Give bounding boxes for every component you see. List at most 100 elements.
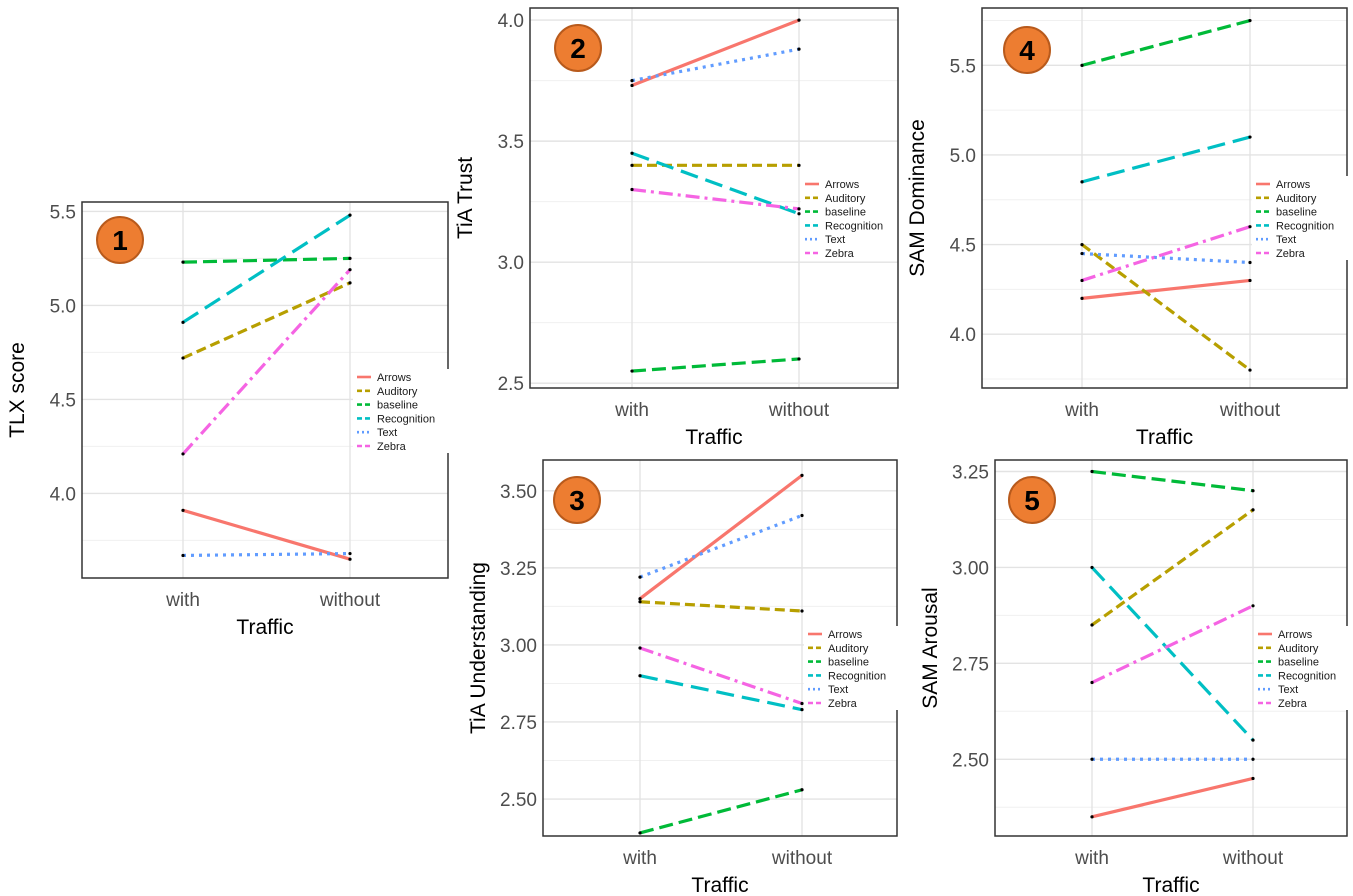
data-point — [1080, 278, 1084, 283]
legend-box — [804, 626, 900, 710]
x-axis-title: Traffic — [1136, 426, 1193, 449]
y-tick-label: 2.50 — [952, 750, 989, 771]
data-point — [630, 187, 634, 192]
y-axis-title: TiA Understanding — [467, 562, 490, 734]
x-tick-label: with — [622, 848, 657, 869]
panel-5: 2.50 2.75 3.00 3.25 with without Arrows Auditor… — [919, 459, 1350, 896]
data-point — [800, 513, 804, 518]
data-point — [638, 646, 642, 650]
data-point — [181, 356, 185, 360]
series-line-baseline — [182, 256, 351, 264]
y-axis-title: TiA Trust — [454, 157, 477, 239]
data-point — [348, 281, 352, 285]
data-point — [1090, 757, 1094, 761]
legend-box — [801, 176, 897, 260]
x-tick-label: without — [1222, 848, 1284, 869]
data-point — [348, 256, 352, 260]
series-line-zebra — [639, 646, 803, 705]
y-tick-label: 4.5 — [950, 236, 976, 257]
y-tick-label: 3.5 — [498, 132, 524, 153]
data-point — [1080, 63, 1084, 67]
data-point — [1251, 489, 1255, 493]
y-axis-title: SAM Arousal — [919, 587, 942, 708]
legend-label-arrows: Arrows — [825, 179, 860, 191]
x-tick-label: with — [1064, 400, 1099, 421]
series-line-zebra — [631, 187, 800, 211]
badge-circle — [554, 24, 602, 72]
legend-box — [1254, 626, 1350, 710]
legend-label-text: Text — [377, 427, 397, 439]
data-point — [348, 268, 352, 272]
legend-label-baseline: baseline — [1278, 657, 1319, 669]
badge-circle — [1003, 26, 1051, 74]
badge-circle — [1008, 476, 1056, 524]
series-line-baseline — [631, 357, 800, 373]
legend-label-recognition: Recognition — [825, 220, 883, 232]
data-point — [800, 708, 804, 712]
data-point — [1080, 243, 1084, 247]
x-tick-label: with — [1074, 848, 1109, 869]
x-axis-title: Traffic — [236, 616, 293, 639]
y-tick-label: 3.25 — [500, 559, 537, 580]
panel-badge-1: 1 — [96, 216, 144, 264]
y-tick-label: 5.5 — [50, 202, 76, 223]
data-point — [797, 163, 801, 167]
series-line-auditory — [1081, 243, 1251, 372]
badge-number: 3 — [569, 485, 585, 516]
data-point — [181, 553, 185, 558]
legend-label-arrows: Arrows — [1276, 179, 1311, 191]
data-point — [800, 473, 804, 478]
y-tick-label: 4.5 — [50, 390, 76, 411]
legend-label-auditory: Auditory — [377, 386, 418, 398]
panel-badge-4: 4 — [1003, 26, 1051, 74]
data-point — [1090, 680, 1094, 685]
data-point — [1080, 251, 1084, 256]
x-axis-title: Traffic — [685, 426, 742, 449]
panel-3: 2.50 2.75 3.00 3.25 3.50 with without Arrows Aud… — [467, 459, 900, 896]
data-point — [1248, 225, 1252, 229]
data-point — [1248, 278, 1252, 283]
y-tick-label: 5.0 — [950, 146, 976, 167]
x-axis-title: Traffic — [1142, 874, 1199, 896]
badge-number: 5 — [1024, 485, 1040, 516]
data-point — [638, 674, 642, 678]
data-point — [181, 452, 185, 456]
data-point — [797, 47, 801, 51]
data-point — [348, 557, 352, 561]
badge-number: 1 — [112, 225, 128, 256]
legend-label-baseline: baseline — [828, 657, 869, 669]
panel-badge-5: 5 — [1008, 476, 1056, 524]
series-line-auditory — [182, 281, 351, 360]
y-tick-label: 3.50 — [500, 482, 537, 503]
legend-label-recognition: Recognition — [1276, 220, 1334, 232]
series-line-auditory — [639, 600, 803, 613]
series-line-arrows — [1091, 776, 1254, 819]
legend-label-auditory: Auditory — [825, 193, 866, 205]
legend-label-recognition: Recognition — [1278, 670, 1336, 682]
y-tick-label: 2.75 — [952, 654, 989, 675]
legend-label-baseline: baseline — [377, 400, 418, 412]
data-point — [1080, 180, 1084, 184]
legend-label-baseline: baseline — [1276, 207, 1317, 219]
x-tick-label: with — [165, 590, 200, 611]
data-point — [630, 163, 634, 167]
badge-number: 4 — [1019, 35, 1035, 66]
plot-border-2 — [529, 7, 899, 389]
series-line-arrows — [1081, 278, 1251, 300]
panel-4: 4.0 4.5 5.0 5.5 with without Arrows Auditory bas… — [906, 7, 1348, 449]
data-point — [1090, 565, 1094, 570]
legend-label-auditory: Auditory — [828, 643, 869, 655]
data-point — [1251, 508, 1255, 512]
data-point — [1251, 604, 1255, 608]
legend-label-zebra: Zebra — [828, 698, 858, 710]
legend-label-recognition: Recognition — [377, 413, 435, 425]
panel-badge-3: 3 — [553, 476, 601, 524]
legend-label-arrows: Arrows — [377, 372, 412, 384]
legend-label-text: Text — [828, 684, 848, 696]
series-line-baseline — [1091, 469, 1254, 493]
panel-1: 4.0 4.5 5.0 5.5 with without Arrows Auditory bas… — [6, 201, 449, 639]
